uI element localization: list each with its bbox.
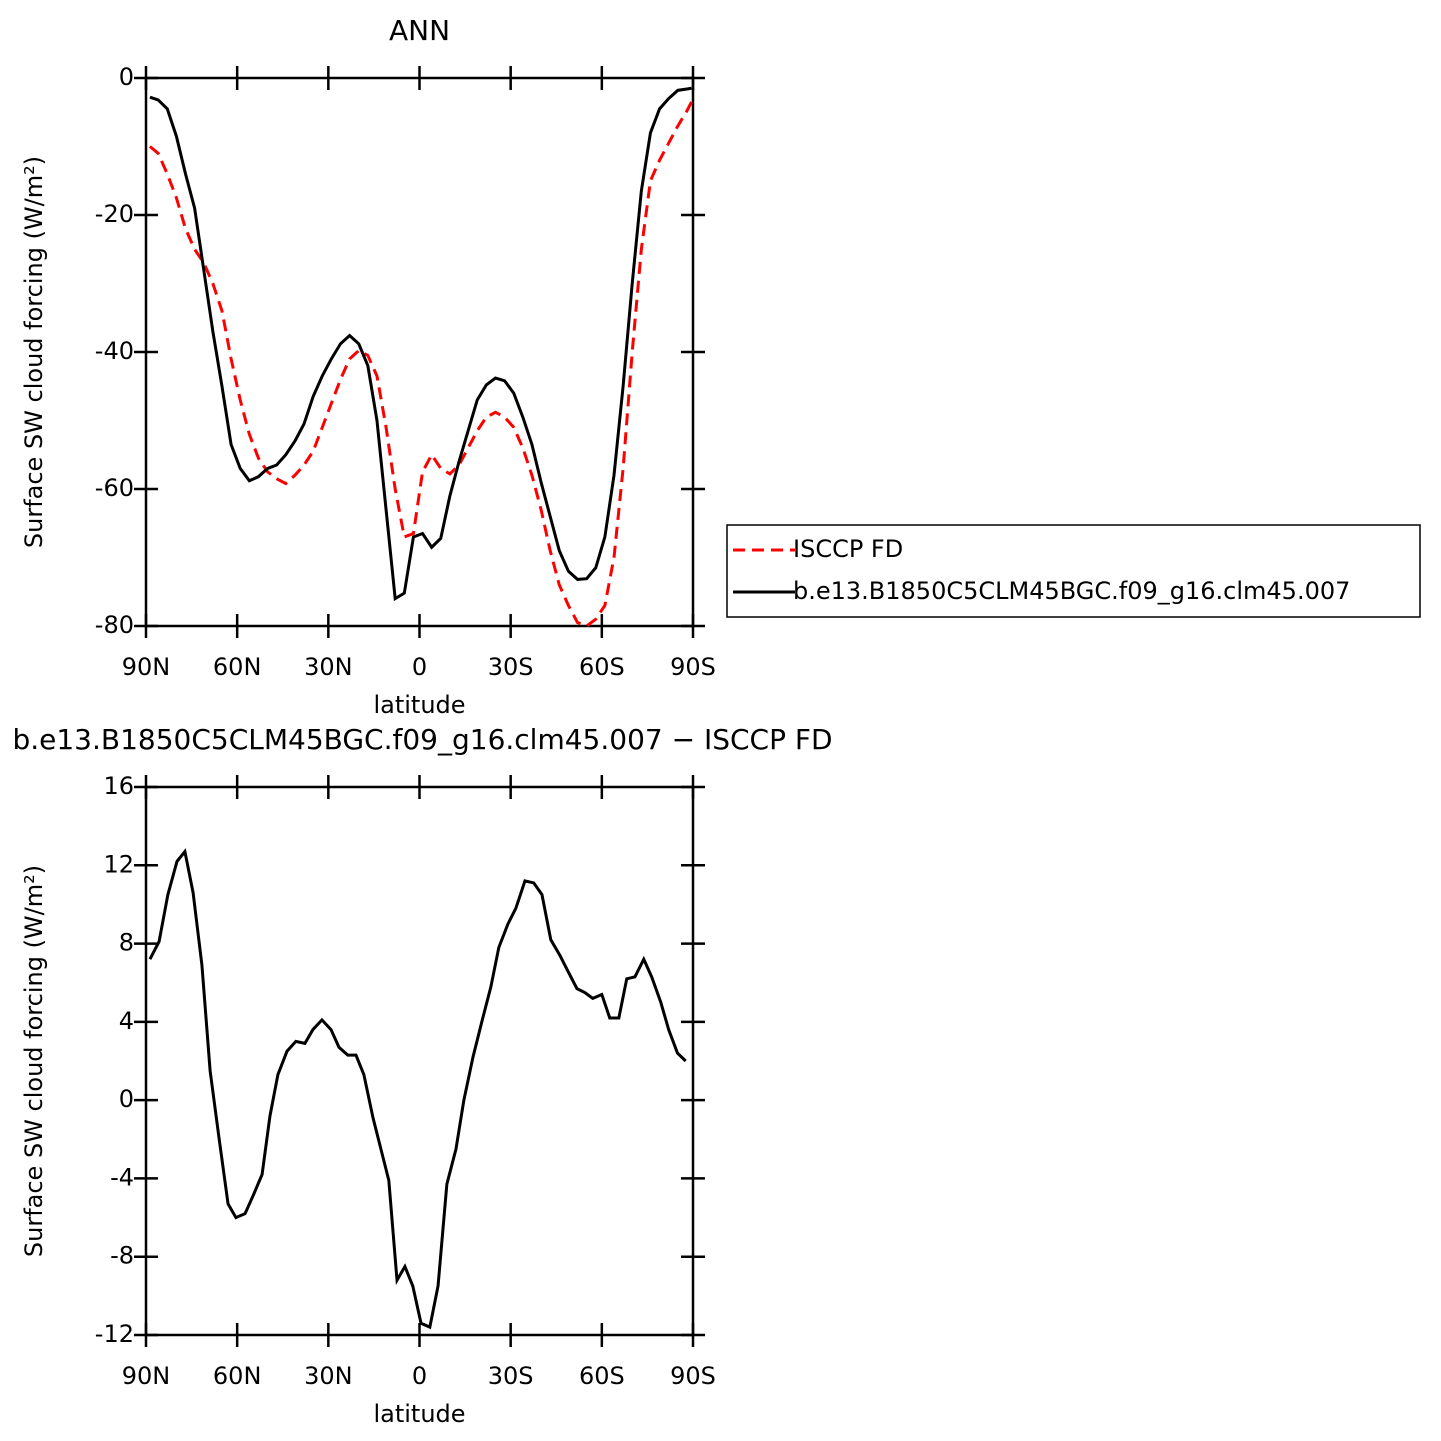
chart-title: b.e13.B1850C5CLM45BGC.f09_g16.clm45.007 …	[12, 723, 832, 756]
x-tick-label: 0	[412, 1362, 427, 1390]
legend-box	[726, 524, 1421, 618]
y-tick-label: 8	[119, 929, 134, 957]
data-line	[149, 86, 692, 602]
x-axis-label: latitude	[373, 691, 465, 719]
x-tick-label: 30N	[304, 1362, 353, 1390]
x-tick-label: 90N	[122, 653, 171, 681]
x-tick-label: 60N	[213, 1362, 262, 1390]
x-tick-label: 30S	[488, 653, 534, 681]
x-tick-label: 30N	[304, 653, 353, 681]
y-axis-label: Surface SW cloud forcing (W/m²)	[20, 156, 48, 548]
x-tick-label: 60S	[579, 653, 625, 681]
y-tick-label: 0	[119, 63, 134, 91]
y-tick-label: -80	[95, 611, 134, 639]
plot-frame	[144, 785, 695, 1337]
y-tick-label: -12	[95, 1320, 134, 1348]
data-line	[148, 101, 693, 628]
x-tick-label: 0	[412, 653, 427, 681]
x-tick-label: 90S	[670, 653, 716, 681]
y-tick-label: 12	[103, 850, 134, 878]
plot-frame	[144, 76, 695, 628]
y-tick-label: -60	[95, 474, 134, 502]
legend-label: ISCCP FD	[793, 535, 903, 563]
legend-label: b.e13.B1850C5CLM45BGC.f09_g16.clm45.007	[793, 577, 1350, 605]
x-tick-label: 30S	[488, 1362, 534, 1390]
y-tick-label: 16	[103, 772, 134, 800]
y-tick-label: -8	[110, 1242, 134, 1270]
y-axis-label: Surface SW cloud forcing (W/m²)	[20, 865, 48, 1257]
y-tick-label: 4	[119, 1007, 134, 1035]
y-tick-label: -4	[110, 1163, 134, 1191]
data-line	[148, 848, 687, 1330]
x-axis-label: latitude	[373, 1400, 465, 1428]
x-tick-label: 60N	[213, 653, 262, 681]
y-tick-label: 0	[119, 1085, 134, 1113]
x-tick-label: 90S	[670, 1362, 716, 1390]
x-tick-label: 60S	[579, 1362, 625, 1390]
chart-title: ANN	[389, 14, 450, 47]
y-tick-label: -20	[95, 200, 134, 228]
y-tick-label: -40	[95, 337, 134, 365]
x-tick-label: 90N	[122, 1362, 171, 1390]
